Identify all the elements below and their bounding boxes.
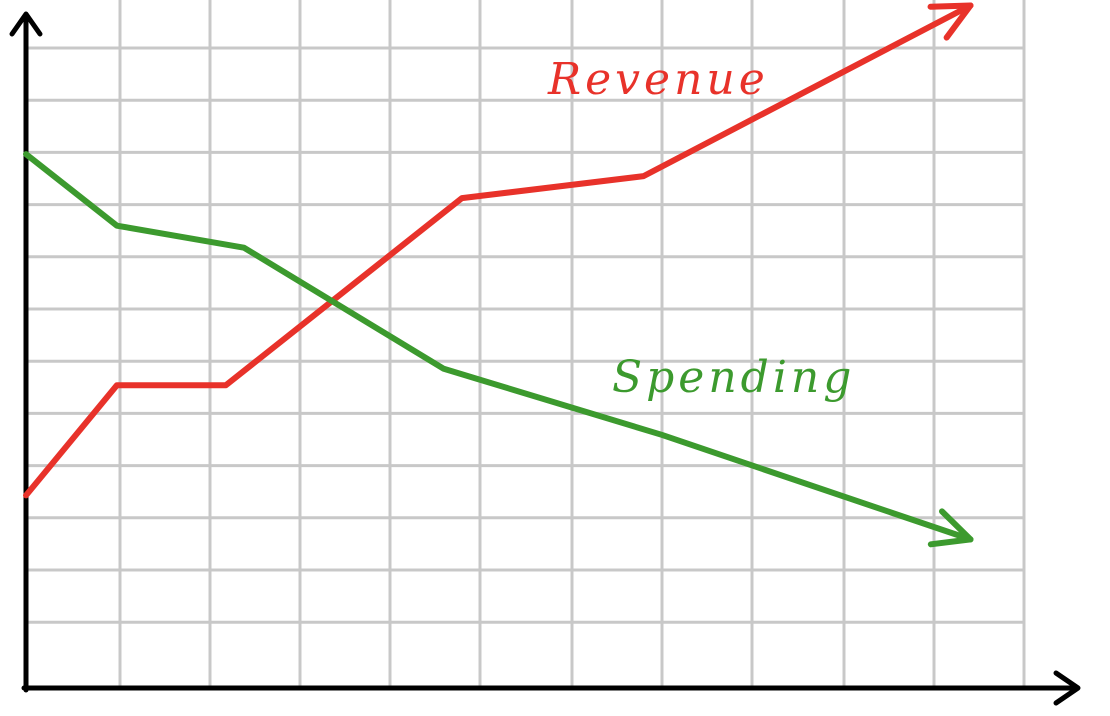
y-axis-arrowhead <box>9 11 43 37</box>
revenue-line <box>23 2 974 499</box>
series-group <box>23 2 974 548</box>
axes <box>9 11 1081 706</box>
grid <box>26 0 1026 688</box>
spending-label: Spending <box>612 352 855 403</box>
series-labels: Revenue Spending <box>547 54 855 403</box>
revenue-arrowhead <box>927 2 974 41</box>
revenue-label: Revenue <box>547 54 769 105</box>
spending-line <box>23 151 974 543</box>
x-axis-arrowhead <box>1053 670 1081 706</box>
spending-arrowhead <box>927 508 974 548</box>
